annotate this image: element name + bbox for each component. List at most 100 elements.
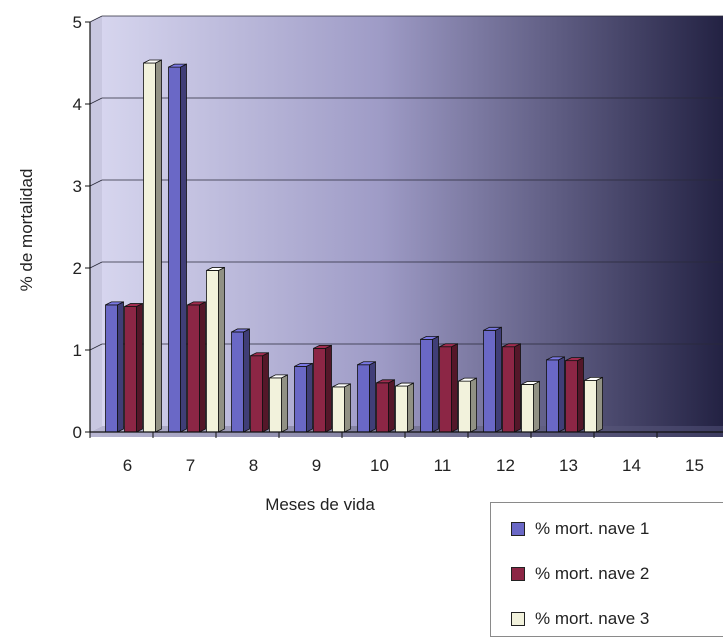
bar-side <box>451 343 458 433</box>
bar-front <box>521 384 534 433</box>
bar-top <box>502 343 521 348</box>
bar-side <box>432 335 439 433</box>
gridline-side <box>89 97 103 105</box>
bar-2-9 <box>313 344 332 433</box>
bar-top <box>395 382 414 387</box>
x-tick-labels: 6 7 8 9 10 11 12 13 14 15 <box>89 432 704 475</box>
legend-item-3: % mort. nave 3 <box>511 608 649 630</box>
bar-1-13 <box>546 356 565 433</box>
y-axis-title: % de mortalidad <box>17 169 36 292</box>
bar-3-11 <box>458 377 477 433</box>
bar-front <box>187 304 200 433</box>
bar-side <box>577 357 584 433</box>
bar-2-12 <box>502 343 521 433</box>
bar-2-11 <box>439 343 458 433</box>
bar-front <box>565 360 578 433</box>
bar-top <box>143 59 162 64</box>
x-tick-label-8: 8 <box>249 456 258 475</box>
bar-front <box>584 379 597 433</box>
bar-side <box>369 361 376 433</box>
bar-top <box>231 328 250 333</box>
bar-1-7 <box>168 63 187 433</box>
bar-top <box>250 352 269 357</box>
bar-2-6 <box>124 302 143 433</box>
bar-2-10 <box>376 379 395 433</box>
bar-front <box>439 346 452 433</box>
bar-1-10 <box>357 361 376 433</box>
bar-3-13 <box>584 376 603 433</box>
x-tick-label-15: 15 <box>685 456 704 475</box>
x-tick-label-7: 7 <box>186 456 195 475</box>
bar-side <box>558 356 565 433</box>
legend-label-2: % mort. nave 2 <box>535 564 650 583</box>
x-tick-label-11: 11 <box>434 456 452 475</box>
bar-side <box>344 383 351 433</box>
bar-top <box>124 303 143 307</box>
bar-side <box>180 63 187 433</box>
bar-top <box>313 344 332 349</box>
bar-top <box>187 301 206 306</box>
x-tick-label-12: 12 <box>496 456 515 475</box>
legend-swatch-2 <box>511 567 525 581</box>
bar-top <box>521 381 540 385</box>
legend-swatch-3 <box>511 612 525 626</box>
bars <box>105 59 603 433</box>
gridline-side <box>89 15 103 23</box>
bar-3-6 <box>143 59 162 433</box>
bar-front <box>294 365 307 433</box>
bar-3-7 <box>206 266 225 433</box>
bar-front <box>143 62 156 433</box>
bar-side <box>218 266 225 433</box>
bar-top <box>458 377 477 382</box>
bar-top <box>105 301 124 306</box>
x-tick-label-13: 13 <box>559 456 578 475</box>
bar-front <box>250 355 263 433</box>
legend-label-3: % mort. nave 3 <box>535 609 650 628</box>
bar-top <box>584 376 603 381</box>
bar-side <box>470 377 477 433</box>
y-tick-label-0: 0 <box>73 423 82 442</box>
y-tick-label-5: 5 <box>73 13 82 32</box>
bar-1-6 <box>105 301 124 433</box>
bar-side <box>136 302 143 433</box>
bar-front <box>105 304 118 433</box>
bar-side <box>388 379 395 433</box>
bar-front <box>420 338 433 433</box>
bar-front <box>313 347 326 433</box>
bar-side <box>407 382 414 433</box>
bar-front <box>231 331 244 433</box>
bar-front <box>395 385 408 433</box>
bar-1-9 <box>294 362 313 433</box>
legend: % mort. nave 1 % mort. nave 2 % mort. na… <box>490 502 723 637</box>
y-tick-label-2: 2 <box>73 259 82 278</box>
bar-3-8 <box>269 374 288 433</box>
y-tick-label-1: 1 <box>73 341 82 360</box>
bar-front <box>332 386 345 433</box>
bar-top <box>420 335 439 340</box>
gridline-side <box>89 343 103 351</box>
bar-front <box>376 382 389 433</box>
bar-1-11 <box>420 335 439 433</box>
legend-swatch-1 <box>511 522 525 536</box>
bar-top <box>546 356 565 361</box>
bar-front <box>168 66 181 433</box>
bar-top <box>357 361 376 366</box>
x-axis-title: Meses de vida <box>265 495 375 514</box>
bar-side <box>243 328 250 433</box>
legend-item-1: % mort. nave 1 <box>511 518 649 540</box>
bar-side <box>199 301 206 433</box>
bar-front <box>124 306 137 433</box>
gridline-side <box>89 179 103 187</box>
bar-top <box>439 343 458 348</box>
bar-3-12 <box>521 380 540 433</box>
bar-side <box>495 326 502 433</box>
bar-front <box>269 377 282 433</box>
bar-front <box>502 346 515 433</box>
bar-front <box>458 380 471 433</box>
legend-item-2: % mort. nave 2 <box>511 563 649 585</box>
bar-front <box>357 364 370 433</box>
bar-top <box>269 374 288 379</box>
bar-2-13 <box>565 357 584 433</box>
x-tick-label-14: 14 <box>622 456 641 475</box>
